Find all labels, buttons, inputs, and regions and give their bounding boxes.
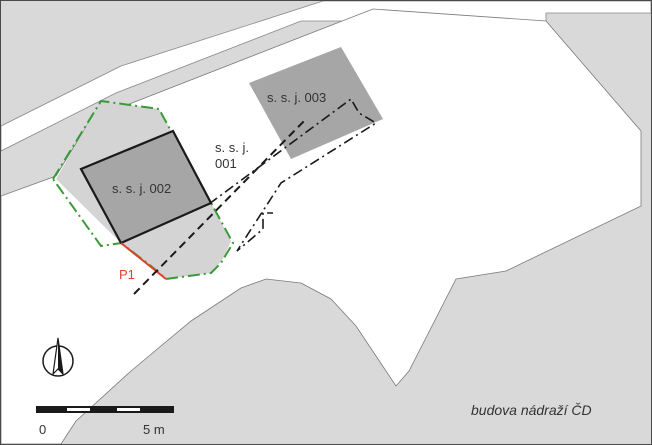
- label-station-building: budova nádraží ČD: [471, 402, 592, 418]
- open-area-north: [1, 1, 651, 152]
- building-ssj-003: [249, 47, 383, 159]
- label-ssj-003: s. s. j. 003: [267, 90, 327, 105]
- label-p1: P1: [119, 267, 135, 282]
- label-ssj-002: s. s. j. 002: [112, 181, 172, 196]
- scale-bar: [36, 406, 174, 413]
- north-arrow-icon: [42, 337, 74, 377]
- scale-start-label: 0: [39, 422, 47, 437]
- dashed-line: [133, 118, 307, 295]
- red-boundary-p1: [120, 242, 167, 280]
- label-ssj-001-line2: 001: [215, 156, 237, 171]
- scale-end-label: 5 m: [143, 422, 165, 437]
- label-ssj-001-line1: s. s. j.: [215, 140, 249, 155]
- dashdot-boundary-ssj-001: [208, 97, 378, 252]
